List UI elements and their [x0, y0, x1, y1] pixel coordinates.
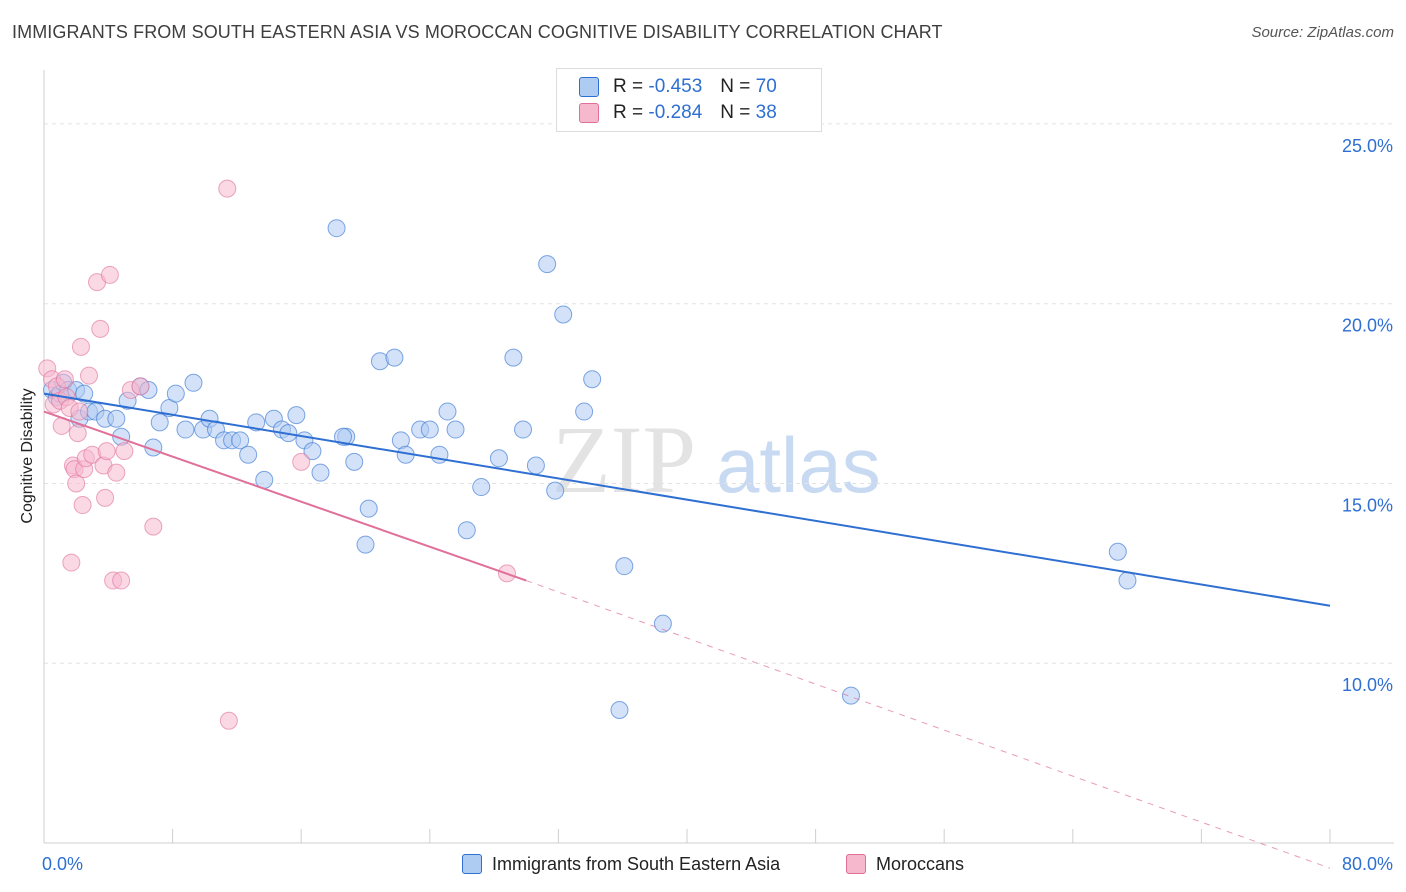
legend-n-label: N =: [720, 76, 751, 97]
chart-title: IMMIGRANTS FROM SOUTH EASTERN ASIA VS MO…: [12, 22, 943, 42]
data-point-moroccans: [68, 424, 87, 443]
data-point-moroccans: [112, 571, 131, 590]
data-point-immigrants: [327, 219, 346, 238]
pink-swatch-icon: [846, 854, 866, 874]
data-point-immigrants: [345, 452, 364, 471]
data-point-immigrants: [514, 420, 533, 439]
data-point-immigrants: [333, 427, 352, 446]
data-point-immigrants: [385, 348, 404, 367]
data-point-immigrants: [504, 348, 523, 367]
trend-line-moroccans-extrapolated: [526, 580, 1331, 869]
data-point-moroccans: [80, 366, 99, 385]
data-point-immigrants: [653, 614, 672, 633]
data-point-immigrants: [231, 431, 250, 450]
y-axis-label: Cognitive Disability: [19, 388, 36, 524]
data-point-immigrants: [575, 402, 594, 421]
data-point-immigrants: [489, 449, 508, 468]
correlation-legend: R = -0.453 N = 70 R = -0.284 N = 38: [556, 68, 822, 132]
data-point-immigrants: [457, 521, 476, 540]
data-point-moroccans: [107, 463, 126, 482]
data-point-moroccans: [144, 517, 163, 536]
data-point-immigrants: [438, 402, 457, 421]
data-point-immigrants: [538, 255, 557, 274]
y-tick-label: 25.0%: [1342, 136, 1393, 156]
data-point-immigrants: [107, 409, 126, 428]
data-point-immigrants: [311, 463, 330, 482]
legend-row-series-2: R = -0.284 N = 38: [579, 101, 777, 125]
data-point-moroccans: [71, 337, 90, 356]
watermark-zip: ZIP: [552, 406, 696, 513]
data-point-moroccans: [131, 377, 150, 396]
data-point-immigrants: [247, 413, 266, 432]
data-point-moroccans: [292, 452, 311, 471]
blue-swatch-icon: [462, 854, 482, 874]
data-point-immigrants: [420, 420, 439, 439]
data-point-immigrants: [472, 478, 491, 497]
data-point-immigrants: [150, 413, 169, 432]
legend-n-label: N =: [720, 102, 751, 123]
data-point-immigrants: [356, 535, 375, 554]
data-point-immigrants: [583, 370, 602, 389]
data-point-immigrants: [1108, 542, 1127, 561]
data-point-immigrants: [1118, 571, 1137, 590]
data-point-immigrants: [166, 384, 185, 403]
bottom-legend-label: Moroccans: [876, 853, 965, 874]
y-tick-label: 20.0%: [1342, 316, 1393, 336]
data-point-immigrants: [184, 373, 203, 392]
data-point-immigrants: [303, 442, 322, 461]
data-point-moroccans: [67, 474, 86, 493]
y-tick-label: 15.0%: [1342, 495, 1393, 515]
data-point-immigrants: [841, 686, 860, 705]
data-point-moroccans: [55, 370, 74, 389]
legend-r-label: R =: [613, 76, 644, 97]
data-point-immigrants: [615, 557, 634, 576]
legend-n-value: 70: [755, 76, 777, 97]
pink-swatch-icon: [579, 103, 599, 123]
data-point-moroccans: [115, 442, 134, 461]
data-point-immigrants: [610, 700, 629, 719]
blue-swatch-icon: [579, 77, 599, 97]
data-point-immigrants: [75, 384, 94, 403]
data-point-immigrants: [446, 420, 465, 439]
data-point-immigrants: [239, 445, 258, 464]
source-label: Source: ZipAtlas.com: [1251, 24, 1394, 41]
data-point-immigrants: [546, 481, 565, 500]
data-point-immigrants: [176, 420, 195, 439]
data-point-moroccans: [73, 496, 92, 515]
data-point-moroccans: [62, 553, 81, 572]
legend-n-value: 38: [755, 102, 777, 123]
legend-r-value: -0.284: [648, 102, 703, 123]
bottom-legend-item-moroccans: Moroccans: [846, 852, 964, 876]
data-point-immigrants: [526, 456, 545, 475]
data-point-moroccans: [70, 402, 89, 421]
trend-line-moroccans: [43, 410, 527, 582]
data-point-moroccans: [96, 488, 115, 507]
data-point-moroccans: [218, 179, 237, 198]
data-point-immigrants: [554, 305, 573, 324]
bottom-legend-label: Immigrants from South Eastern Asia: [492, 853, 781, 874]
data-point-moroccans: [97, 442, 116, 461]
bottom-legend-item-immigrants: Immigrants from South Eastern Asia: [462, 852, 780, 876]
legend-r-value: -0.453: [648, 76, 703, 97]
x-tick-label: 0.0%: [42, 854, 83, 874]
legend-r-label: R =: [613, 102, 644, 123]
trend-line-immigrants: [43, 392, 1331, 607]
legend-row-series-1: R = -0.453 N = 70: [579, 75, 777, 99]
x-tick-label: 80.0%: [1342, 854, 1393, 874]
y-tick-label: 10.0%: [1342, 675, 1393, 695]
data-point-immigrants: [287, 406, 306, 425]
data-point-immigrants: [359, 499, 378, 518]
data-point-moroccans: [91, 319, 110, 338]
watermark-atlas: atlas: [716, 421, 881, 509]
data-point-moroccans: [219, 711, 238, 730]
data-point-moroccans: [100, 265, 119, 284]
